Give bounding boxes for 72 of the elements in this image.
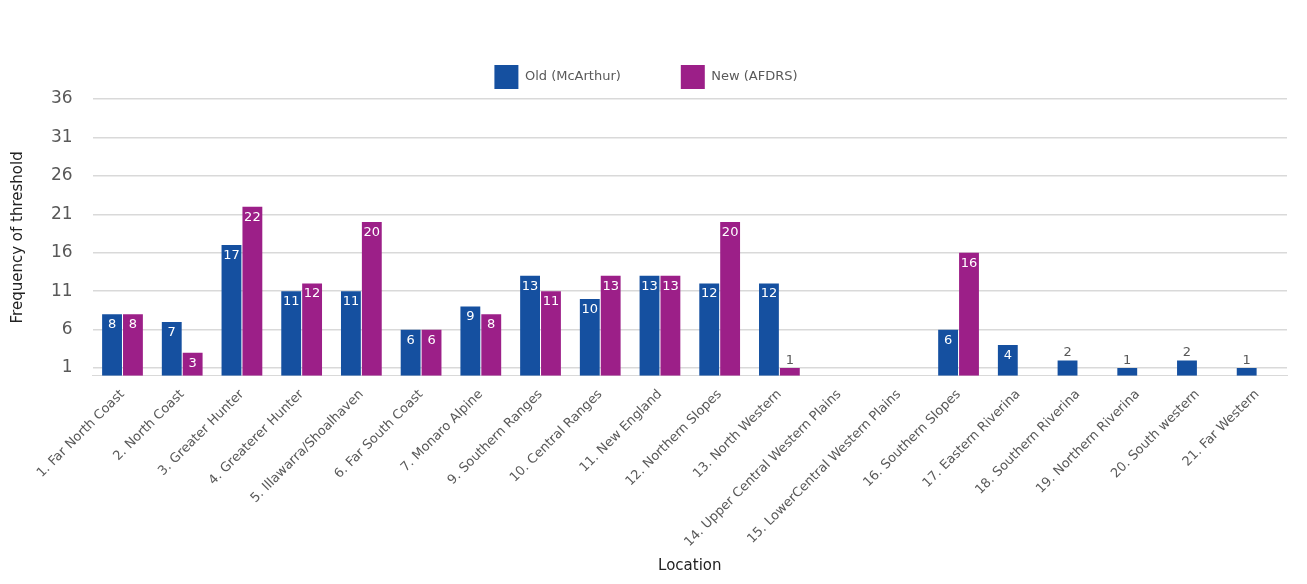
bar [959,252,979,376]
bar [1236,368,1257,376]
legend-label: Old (McArthur) [524,68,621,84]
bar [779,368,800,376]
data-label: 8 [107,316,117,332]
data-label: 10 [581,300,599,316]
data-label: 6 [406,331,415,347]
bar [400,329,421,376]
data-label: 13 [602,277,619,293]
bar [123,314,143,376]
bar [340,291,361,376]
bar [221,245,242,376]
data-label: 1 [1123,351,1132,367]
y-tick-label: 1 [61,356,73,377]
data-label: 13 [521,277,539,293]
bar [720,222,741,376]
data-label: 2 [1063,344,1072,360]
y-tick-label: 16 [50,241,73,262]
data-label: 20 [721,223,739,239]
data-label: 13 [662,277,679,293]
y-tick-label: 21 [50,202,73,223]
data-label: 8 [487,316,496,332]
bar [997,345,1018,376]
data-label: 17 [223,246,240,262]
bar [541,291,561,376]
data-label: 2 [1182,344,1192,360]
bar [460,306,481,376]
data-label: 22 [244,208,261,224]
y-axis-title: Frequency of threshold [7,151,26,324]
data-label: 12 [760,285,778,301]
data-label: 16 [960,254,978,270]
x-axis-title: Location [658,555,722,574]
data-label: 6 [427,331,436,347]
bar [281,291,302,376]
y-tick-label: 11 [50,279,73,300]
data-label: 3 [188,354,197,370]
bar [361,222,382,376]
bar [161,321,182,376]
legend-label: New (AFDRS) [711,68,798,84]
bar [1177,360,1197,376]
data-label: 13 [641,277,658,293]
bar [660,275,681,376]
data-label: 11 [542,293,560,309]
y-tick-label: 36 [50,87,73,108]
data-label: 7 [167,323,176,339]
bar [302,283,323,376]
data-label: 1 [785,351,794,367]
bar [1117,368,1138,376]
bar [102,314,122,376]
bar [938,329,959,376]
bar [242,206,263,376]
data-label: 4 [1003,346,1012,362]
y-tick-label: 6 [61,318,73,339]
data-label: 9 [466,308,475,324]
bar [639,275,660,376]
y-tick-label: 31 [50,125,73,146]
bar [520,275,540,376]
data-label: 12 [303,285,321,301]
data-label: 20 [363,223,381,239]
y-tick-label: 26 [50,164,73,185]
data-label: 11 [282,293,300,309]
bar [600,275,621,376]
bar [579,298,600,376]
bar [481,314,502,376]
data-label: 11 [342,293,360,309]
bar [1057,360,1078,376]
data-label: 12 [700,285,718,301]
data-label: 6 [943,331,953,347]
bar [699,283,720,376]
data-label: 8 [128,316,138,332]
bar [759,283,779,376]
data-label: 1 [1242,351,1251,367]
